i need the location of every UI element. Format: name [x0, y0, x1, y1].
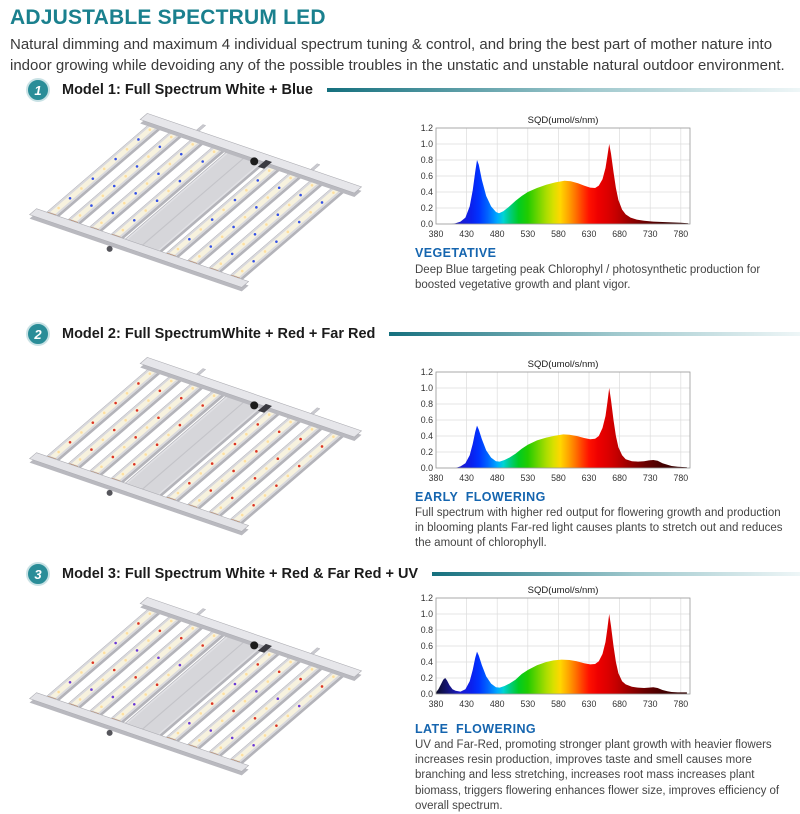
chart-title: SQD(umol/s/nm): [528, 359, 599, 370]
svg-text:680: 680: [612, 229, 627, 239]
svg-text:580: 580: [551, 699, 566, 709]
section-header: 3 Model 3: Full Spectrum White + Red & F…: [26, 562, 800, 586]
svg-text:1.0: 1.0: [421, 609, 433, 619]
chart-title: SQD(umol/s/nm): [528, 585, 599, 596]
divider-rule: [326, 88, 800, 92]
svg-text:480: 480: [490, 699, 505, 709]
spectrum-area: [451, 144, 689, 224]
led-fixture-illustration: [29, 113, 363, 292]
svg-text:0.0: 0.0: [421, 463, 433, 473]
svg-text:380: 380: [429, 229, 444, 239]
svg-text:530: 530: [520, 473, 535, 483]
svg-text:0.6: 0.6: [421, 641, 433, 651]
svg-text:0.4: 0.4: [421, 431, 433, 441]
spectrum-area: [436, 614, 687, 694]
svg-text:1.2: 1.2: [421, 123, 433, 133]
svg-text:0.2: 0.2: [421, 447, 433, 457]
section-model-3: 3 Model 3: Full Spectrum White + Red & F…: [0, 562, 800, 812]
svg-text:0.2: 0.2: [421, 673, 433, 683]
svg-text:1.2: 1.2: [421, 593, 433, 603]
section-model-2: 2 Model 2: Full SpectrumWhite + Red + Fa…: [0, 322, 800, 566]
svg-text:630: 630: [582, 473, 597, 483]
svg-text:730: 730: [643, 699, 658, 709]
svg-text:0.6: 0.6: [421, 415, 433, 425]
svg-text:780: 780: [673, 229, 688, 239]
phase-description: UV and Far-Red, promoting stronger plant…: [415, 739, 780, 812]
svg-text:630: 630: [582, 229, 597, 239]
phase-label: EARLY FLOWERING: [415, 490, 546, 504]
phase-label: VEGETATIVE: [415, 246, 497, 260]
svg-text:580: 580: [551, 229, 566, 239]
svg-text:530: 530: [520, 229, 535, 239]
divider-rule: [389, 332, 800, 336]
svg-text:0.0: 0.0: [421, 219, 433, 229]
spectrum-chart: SQD(umol/s/nm) 0.0 0.2 0.4 0.6 0.8 1.0 1.2 380 43…: [421, 585, 691, 709]
svg-text:380: 380: [429, 699, 444, 709]
svg-text:530: 530: [520, 699, 535, 709]
svg-text:1.0: 1.0: [421, 383, 433, 393]
svg-text:430: 430: [459, 699, 474, 709]
svg-text:730: 730: [643, 473, 658, 483]
svg-text:680: 680: [612, 473, 627, 483]
page-subtitle: Natural dimming and maximum 4 individual…: [10, 36, 785, 75]
svg-text:0.6: 0.6: [421, 171, 433, 181]
number-badge: 1: [26, 78, 50, 102]
spectrum-area: [455, 388, 687, 468]
model-heading: Model 1: Full Spectrum White + Blue: [62, 82, 313, 98]
page-header: ADJUSTABLE SPECTRUM LED Natural dimming …: [10, 6, 794, 77]
divider-rule: [432, 572, 800, 576]
spectrum-chart: SQD(umol/s/nm) 0.0 0.2 0.4 0.6 0.8 1.0 1.2 380 43…: [421, 359, 691, 483]
svg-text:0.2: 0.2: [421, 203, 433, 213]
svg-text:680: 680: [612, 699, 627, 709]
phase-label: LATE FLOWERING: [415, 722, 537, 736]
svg-text:430: 430: [459, 473, 474, 483]
led-fixture-illustration: [29, 357, 363, 536]
svg-text:380: 380: [429, 473, 444, 483]
svg-text:1.2: 1.2: [421, 367, 433, 377]
phase-description: Full spectrum with higher red output for…: [415, 507, 783, 550]
svg-text:0.4: 0.4: [421, 187, 433, 197]
svg-text:0.8: 0.8: [421, 399, 433, 409]
number-badge: 3: [26, 562, 50, 586]
svg-text:480: 480: [490, 229, 505, 239]
page-title: ADJUSTABLE SPECTRUM LED: [10, 6, 326, 29]
chart-title: SQD(umol/s/nm): [528, 115, 599, 126]
svg-text:430: 430: [459, 229, 474, 239]
svg-text:1.0: 1.0: [421, 139, 433, 149]
section-model-1: 1 Model 1: Full Spectrum White + Blue SQ…: [0, 78, 800, 322]
model-heading: Model 2: Full SpectrumWhite + Red + Far …: [62, 326, 376, 342]
number-badge: 2: [26, 322, 50, 346]
spectrum-chart: SQD(umol/s/nm) 0.0 0.2 0.4 0.6 0.8 1.0 1.2 380 43…: [421, 115, 691, 239]
svg-text:480: 480: [490, 473, 505, 483]
svg-text:0.4: 0.4: [421, 657, 433, 667]
svg-text:0.0: 0.0: [421, 689, 433, 699]
model-heading: Model 3: Full Spectrum White + Red & Far…: [62, 566, 419, 582]
phase-description: Deep Blue targeting peak Chlorophyl / ph…: [415, 264, 761, 292]
led-fixture-illustration: [29, 597, 363, 776]
svg-text:730: 730: [643, 229, 658, 239]
svg-text:0.8: 0.8: [421, 155, 433, 165]
section-header: 2 Model 2: Full SpectrumWhite + Red + Fa…: [26, 322, 800, 346]
svg-text:0.8: 0.8: [421, 625, 433, 635]
svg-text:630: 630: [582, 699, 597, 709]
svg-text:580: 580: [551, 473, 566, 483]
section-header: 1 Model 1: Full Spectrum White + Blue: [26, 78, 800, 102]
svg-text:780: 780: [673, 699, 688, 709]
svg-text:780: 780: [673, 473, 688, 483]
